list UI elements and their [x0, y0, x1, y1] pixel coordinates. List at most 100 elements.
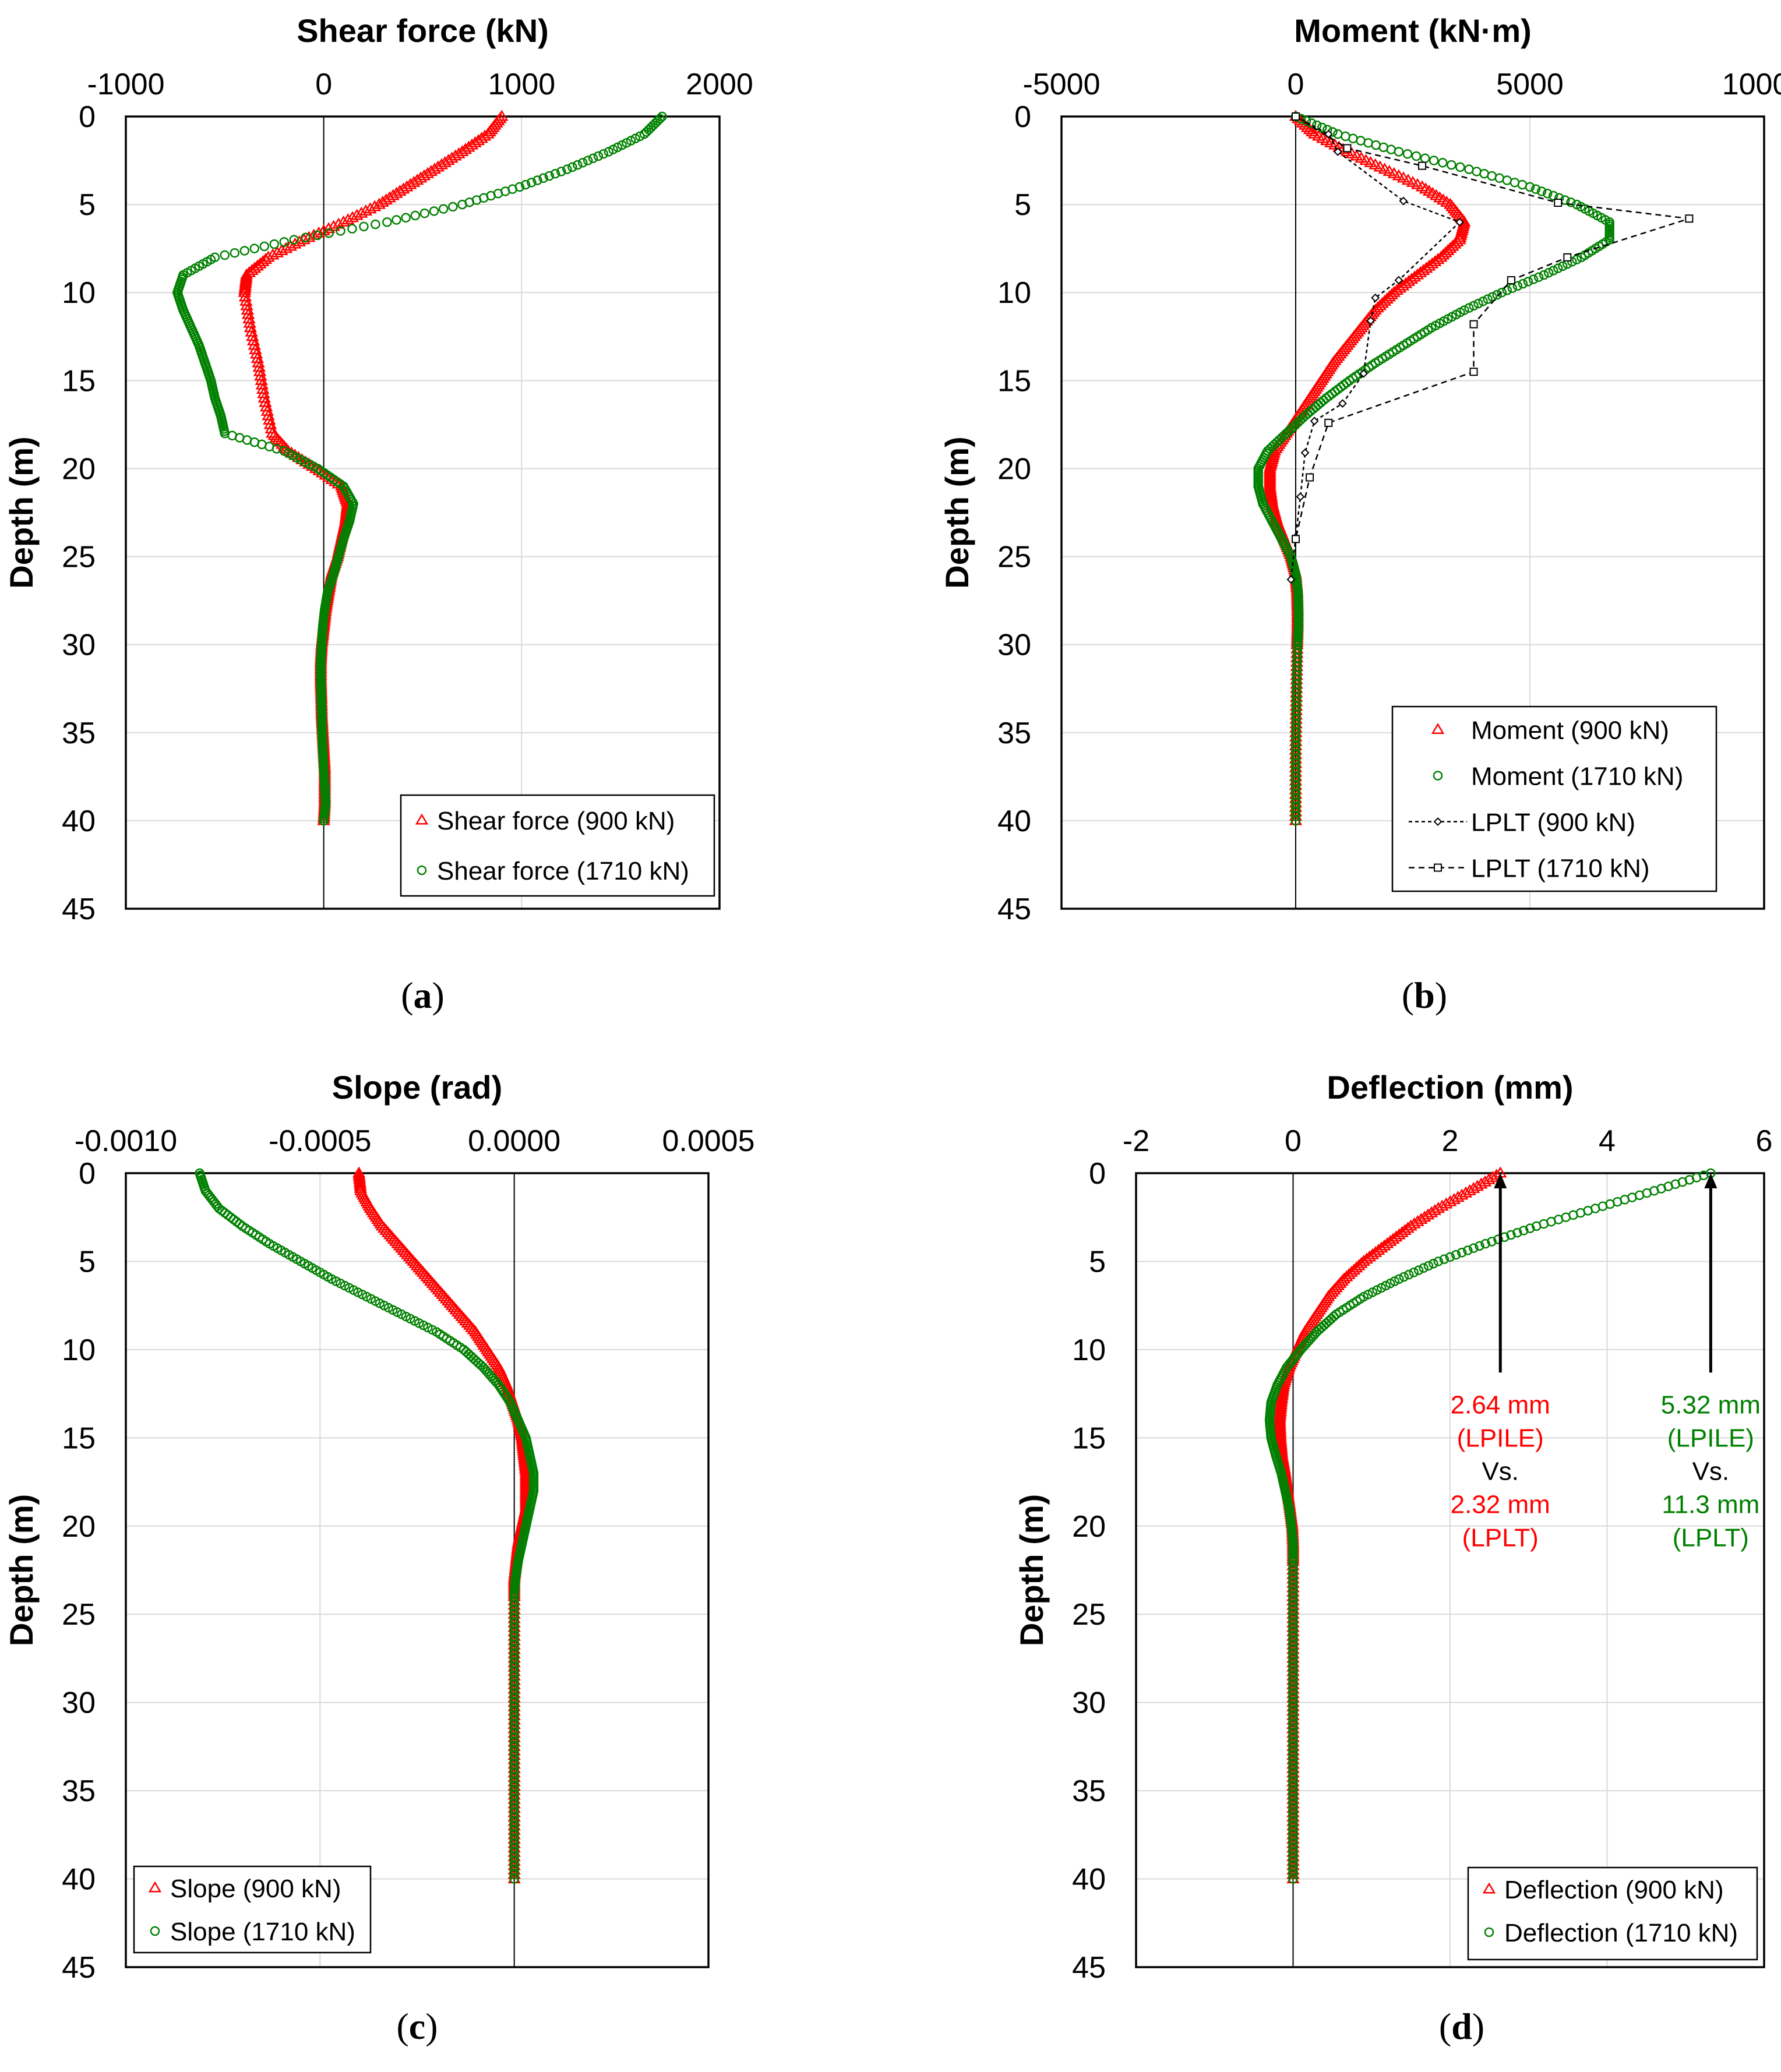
data-point [1385, 288, 1399, 299]
data-point [468, 1353, 478, 1364]
data-point [1536, 186, 1547, 196]
data-point [509, 1874, 519, 1884]
x-tick-label: 5000 [1496, 68, 1564, 101]
data-point [248, 338, 261, 350]
legend-swatch [150, 1926, 160, 1936]
data-point [1310, 416, 1319, 426]
data-point [1347, 1263, 1361, 1275]
data-point [1558, 261, 1568, 271]
annotation-text: (LPLT) [1673, 1523, 1749, 1552]
x-tick-label: 2 [1442, 1124, 1459, 1158]
data-point [1530, 184, 1541, 194]
data-point [1525, 1223, 1535, 1233]
series-shear-force-900-kn- [238, 110, 509, 825]
data-point [608, 144, 618, 154]
data-point [1423, 1261, 1434, 1271]
data-point [336, 226, 345, 236]
x-axis-title: Slope (rad) [332, 1069, 502, 1106]
data-point [567, 162, 577, 172]
data-point [1383, 290, 1396, 302]
data-point [1439, 246, 1452, 257]
legend-label: LPLT (900 kN) [1471, 809, 1635, 837]
data-point [1542, 188, 1553, 199]
data-point [1531, 1221, 1542, 1231]
data-point [1469, 301, 1479, 311]
data-point [239, 294, 253, 306]
y-tick-label: 15 [62, 364, 96, 398]
data-point [1395, 1226, 1409, 1237]
data-point [438, 204, 449, 214]
data-point [593, 151, 604, 161]
data-point [1567, 257, 1577, 267]
data-point [1463, 1245, 1473, 1255]
data-point [471, 1356, 481, 1366]
data-point [1451, 1249, 1461, 1260]
data-point [1401, 1222, 1415, 1233]
data-point [1373, 299, 1387, 310]
data-point [1390, 283, 1404, 295]
data-point [630, 133, 640, 144]
y-tick-label: 45 [1072, 1951, 1106, 1985]
plot-frame [1135, 1172, 1765, 1968]
series-line [1290, 115, 1461, 580]
data-point [252, 356, 265, 368]
data-point [1563, 253, 1572, 262]
data-point [1317, 1322, 1327, 1333]
data-point [538, 173, 548, 183]
y-tick-label: 5 [79, 1245, 96, 1279]
data-point [1288, 1874, 1298, 1884]
data-point [259, 241, 270, 252]
x-tick-label: 4 [1599, 1124, 1616, 1158]
data-point [240, 299, 253, 310]
data-point [1303, 123, 1317, 135]
series-deflection-1710-kn- [1264, 1168, 1716, 1884]
data-point [1523, 277, 1533, 287]
data-point [1572, 255, 1582, 264]
data-point [1359, 369, 1368, 378]
data-point [1429, 255, 1442, 266]
data-point [255, 378, 269, 390]
data-point [1429, 156, 1439, 165]
series-line [1295, 115, 1690, 539]
data-point [1464, 303, 1474, 313]
data-point [1469, 1243, 1479, 1253]
data-point [371, 219, 380, 230]
data-point [243, 316, 256, 328]
y-tick-label: 20 [62, 1510, 96, 1544]
data-point [1483, 294, 1493, 304]
data-point [246, 334, 260, 345]
data-point [1324, 129, 1333, 139]
data-point [1453, 233, 1466, 245]
x-tick-label: 2000 [686, 68, 753, 101]
series-shear-force-1710-kn- [172, 111, 667, 826]
data-point [1306, 473, 1314, 482]
data-point [347, 224, 357, 234]
data-point [1384, 1234, 1397, 1246]
data-point [588, 153, 598, 164]
data-point [312, 226, 326, 238]
data-point [279, 237, 289, 247]
x-axis-title: Shear force (kN) [297, 12, 549, 49]
data-point [1419, 1263, 1429, 1273]
y-axis-title: Depth (m) [1013, 1494, 1050, 1646]
data-point [1366, 316, 1376, 325]
data-point [1305, 125, 1319, 136]
data-point [1399, 277, 1413, 288]
data-point [354, 1182, 368, 1194]
data-point [253, 365, 267, 376]
data-point [1292, 112, 1300, 121]
data-point [1363, 1250, 1377, 1262]
data-point [617, 140, 627, 150]
data-point [251, 352, 264, 363]
data-point [301, 232, 311, 243]
y-tick-label: 25 [1072, 1598, 1106, 1632]
data-point [239, 246, 250, 256]
annotation-text: 5.32 mm [1661, 1390, 1761, 1419]
data-point [1296, 492, 1305, 502]
y-tick-label: 20 [997, 452, 1031, 486]
data-point [1355, 1256, 1368, 1268]
data-point [1455, 217, 1464, 227]
data-point [1439, 1254, 1450, 1264]
data-point [1431, 253, 1445, 264]
